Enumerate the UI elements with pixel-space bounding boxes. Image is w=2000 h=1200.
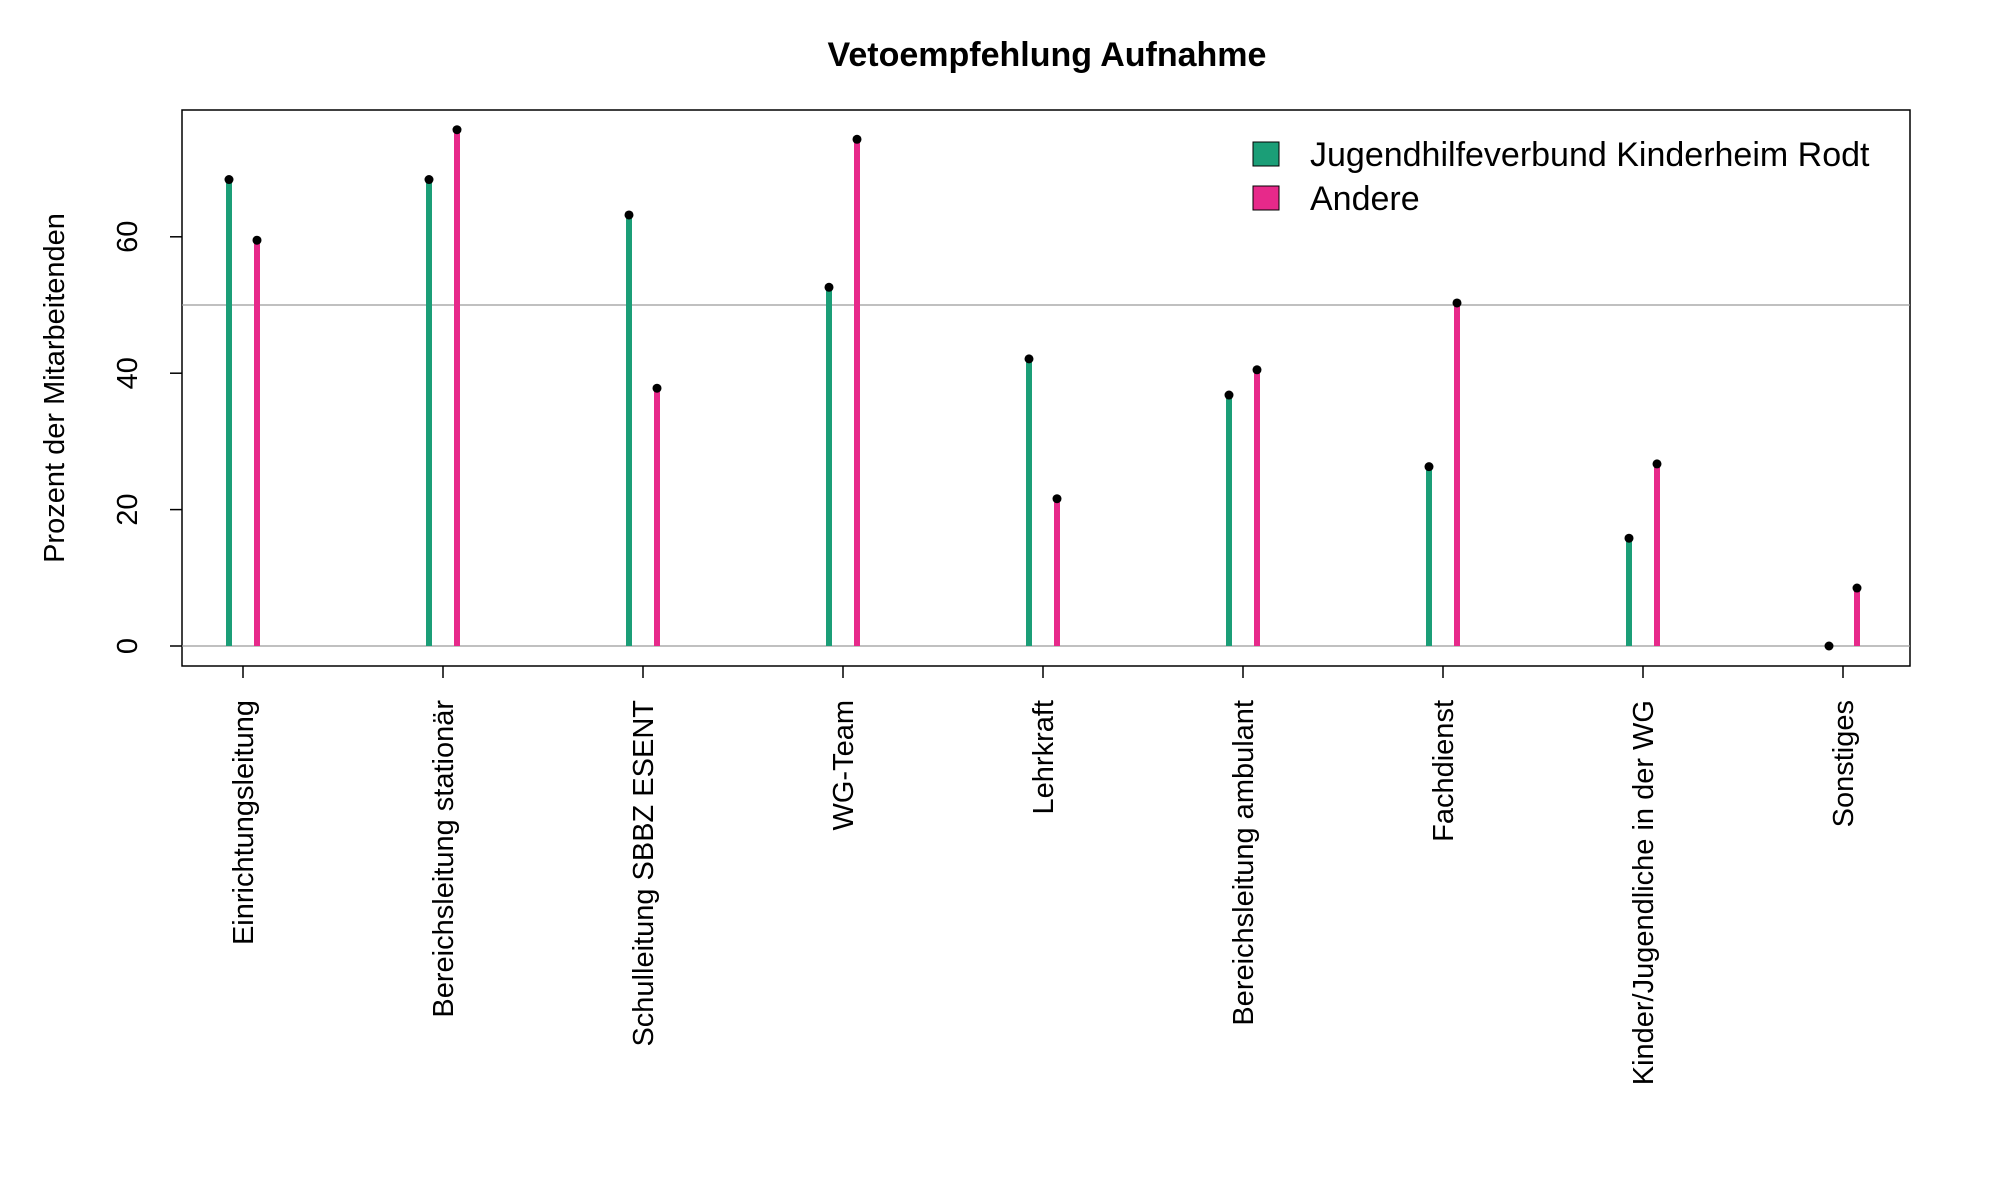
lollipop-point [1852, 583, 1862, 593]
legend: Jugendhilfeverbund Kinderheim Rodt Andere [1252, 136, 1870, 218]
x-tick-label: Fachdienst [1428, 700, 1460, 842]
x-tick-label: Bereichsleitung stationär [428, 700, 460, 1018]
lollipop-point [1024, 354, 1034, 364]
x-tick-label: Lehrkraft [1028, 700, 1060, 814]
lollipop-point [624, 210, 634, 220]
lollipop-point [824, 282, 834, 292]
lollipop-point [1452, 298, 1462, 308]
chart-title: Vetoempfehlung Aufnahme [828, 36, 1267, 74]
x-tick-label: Kinder/Jugendliche in der WG [1628, 700, 1660, 1085]
x-tick-label: Schulleitung SBBZ ESENT [628, 700, 660, 1047]
y-axis: 0 20 40 60 [112, 221, 182, 654]
legend-label: Jugendhilfeverbund Kinderheim Rodt [1310, 136, 1870, 174]
lollipop-point [1652, 459, 1662, 469]
y-tick-label: 40 [112, 357, 144, 389]
x-axis: Einrichtungsleitung Bereichsleitung stati… [228, 666, 1860, 1085]
lollipop-point [452, 125, 462, 135]
x-tick-label: WG-Team [828, 700, 860, 831]
reference-lines [182, 304, 1910, 647]
y-tick-label: 60 [112, 221, 144, 253]
lollipop-stems [226, 129, 1860, 646]
lollipop-point [852, 134, 862, 144]
lollipop-point [1224, 390, 1234, 400]
lollipop-point [224, 175, 234, 185]
lollipop-point [424, 175, 434, 185]
legend-swatch [1252, 185, 1280, 211]
x-tick-label: Einrichtungsleitung [228, 700, 260, 945]
lollipop-point [1424, 462, 1434, 472]
lollipop-point [1624, 533, 1634, 543]
legend-swatch [1252, 141, 1280, 167]
legend-label: Andere [1310, 180, 1420, 218]
y-tick-label: 20 [112, 493, 144, 525]
x-tick-label: Bereichsleitung ambulant [1228, 700, 1260, 1026]
x-tick-label: Sonstiges [1828, 700, 1860, 827]
lollipop-point [652, 383, 662, 393]
y-axis-label: Prozent der Mitarbeitenden [39, 213, 71, 563]
y-tick-label: 0 [112, 638, 144, 654]
lollipop-point [252, 235, 262, 245]
lollipop-point [1252, 365, 1262, 375]
lollipop-points [224, 125, 1862, 651]
lollipop-point [1052, 494, 1062, 504]
lollipop-point [1824, 641, 1834, 651]
plot-frame [181, 109, 1911, 667]
